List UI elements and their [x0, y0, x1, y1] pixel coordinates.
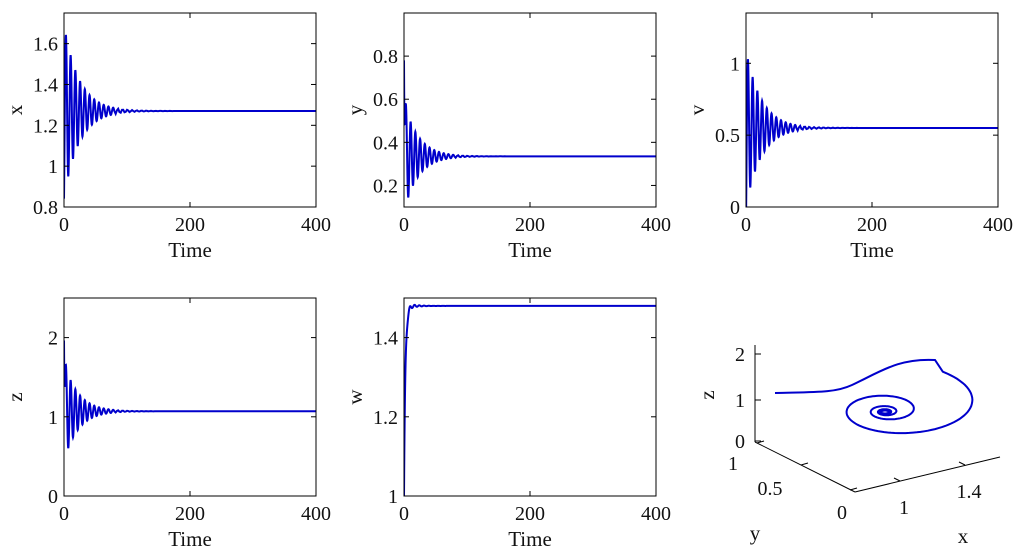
axes-box — [403, 12, 657, 208]
y-tick-label: 1.2 — [33, 115, 58, 137]
y-tick-label: 0 — [48, 486, 58, 508]
x-tick-label: 1.4 — [957, 481, 982, 503]
y-tick-label: 0.5 — [715, 125, 740, 147]
y-axis-label: y — [750, 521, 761, 545]
series-line-y — [404, 60, 656, 198]
x-axis-line — [854, 456, 1001, 493]
z-tick-label: 0 — [735, 431, 745, 453]
series-line-z — [64, 340, 316, 449]
x-tick-label: 400 — [301, 503, 331, 525]
y-axis-label: y — [343, 104, 367, 115]
y-tick-label: 0.2 — [373, 175, 398, 197]
x-axis-label: Time — [850, 238, 894, 262]
y-tick-mark — [756, 440, 765, 444]
x-tick-label: 200 — [175, 503, 205, 525]
y-tick-label: 0 — [837, 502, 847, 524]
y-tick-mark — [849, 487, 858, 491]
y-tick-label: 0 — [730, 197, 740, 219]
x-axis-label: x — [958, 524, 969, 548]
x-tick-label: 0 — [59, 214, 69, 236]
x-tick-label: 1 — [899, 497, 909, 519]
x-tick-label: 200 — [515, 503, 545, 525]
x-tick-label: 0 — [399, 214, 409, 236]
x-tick-label: 400 — [983, 214, 1013, 236]
time-series-panel-w: 0 200 400 1 1.2 1.4 Time w — [343, 297, 671, 551]
x-tick-label: 0 — [59, 503, 69, 525]
y-tick-label: 0.5 — [758, 478, 783, 500]
x-tick-label: 200 — [515, 214, 545, 236]
y-tick-label: 0.6 — [373, 89, 398, 111]
x-tick-mark — [958, 461, 966, 466]
axes-box — [745, 12, 999, 208]
y-axis-label: z — [3, 392, 27, 401]
y-tick-label: 1 — [48, 156, 58, 178]
y-tick-label: 1.2 — [373, 407, 398, 429]
time-series-panel-v: 0 200 400 0 0.5 1 Time v — [685, 12, 1013, 262]
time-series-panel-z: 0 200 400 0 1 2 Time z — [3, 297, 331, 551]
y-axis-label: x — [3, 104, 27, 115]
y-axis-label: w — [343, 389, 367, 405]
z-tick-label: 1 — [735, 390, 745, 412]
series-line-x — [64, 34, 316, 199]
x-tick-label: 400 — [301, 214, 331, 236]
x-tick-label: 0 — [399, 503, 409, 525]
phase-trajectory — [774, 358, 974, 435]
time-series-panel-x: 0 200 400 0.8 1 1.2 1.4 1.6 Time x — [3, 12, 331, 262]
x-tick-mark — [893, 477, 901, 482]
series-line-v — [746, 59, 998, 207]
x-tick-label: 400 — [641, 214, 671, 236]
y-tick-label: 0.8 — [373, 46, 398, 68]
y-tick-label: 1.6 — [33, 34, 58, 56]
y-tick-mark — [800, 462, 809, 466]
y-tick-label: 1.4 — [373, 328, 398, 350]
z-axis-label: z — [695, 390, 719, 399]
x-axis-label: Time — [508, 238, 552, 262]
y-tick-label: 1 — [728, 453, 738, 475]
time-series-panel-y: 0 200 400 0.2 0.4 0.6 0.8 Time y — [343, 12, 671, 262]
x-tick-label: 200 — [857, 214, 887, 236]
z-tick-label: 2 — [735, 344, 745, 366]
x-axis-label: Time — [168, 238, 212, 262]
y-tick-label: 1.4 — [33, 74, 58, 96]
x-tick-label: 400 — [641, 503, 671, 525]
y-tick-label: 0.8 — [33, 197, 58, 219]
axes-box — [403, 297, 657, 497]
series-line-w — [404, 303, 656, 496]
y-tick-label: 1 — [48, 407, 58, 429]
x-axis-label: Time — [508, 527, 552, 551]
axes-box — [63, 297, 317, 497]
x-tick-label: 200 — [175, 214, 205, 236]
y-tick-label: 2 — [48, 328, 58, 350]
y-tick-label: 1 — [730, 53, 740, 75]
x-axis-label: Time — [168, 527, 212, 551]
y-tick-label: 0.4 — [373, 132, 398, 154]
y-axis-line — [754, 441, 856, 493]
y-tick-label: 1 — [388, 486, 398, 508]
x-tick-label: 0 — [741, 214, 751, 236]
y-axis-label: v — [685, 104, 709, 115]
